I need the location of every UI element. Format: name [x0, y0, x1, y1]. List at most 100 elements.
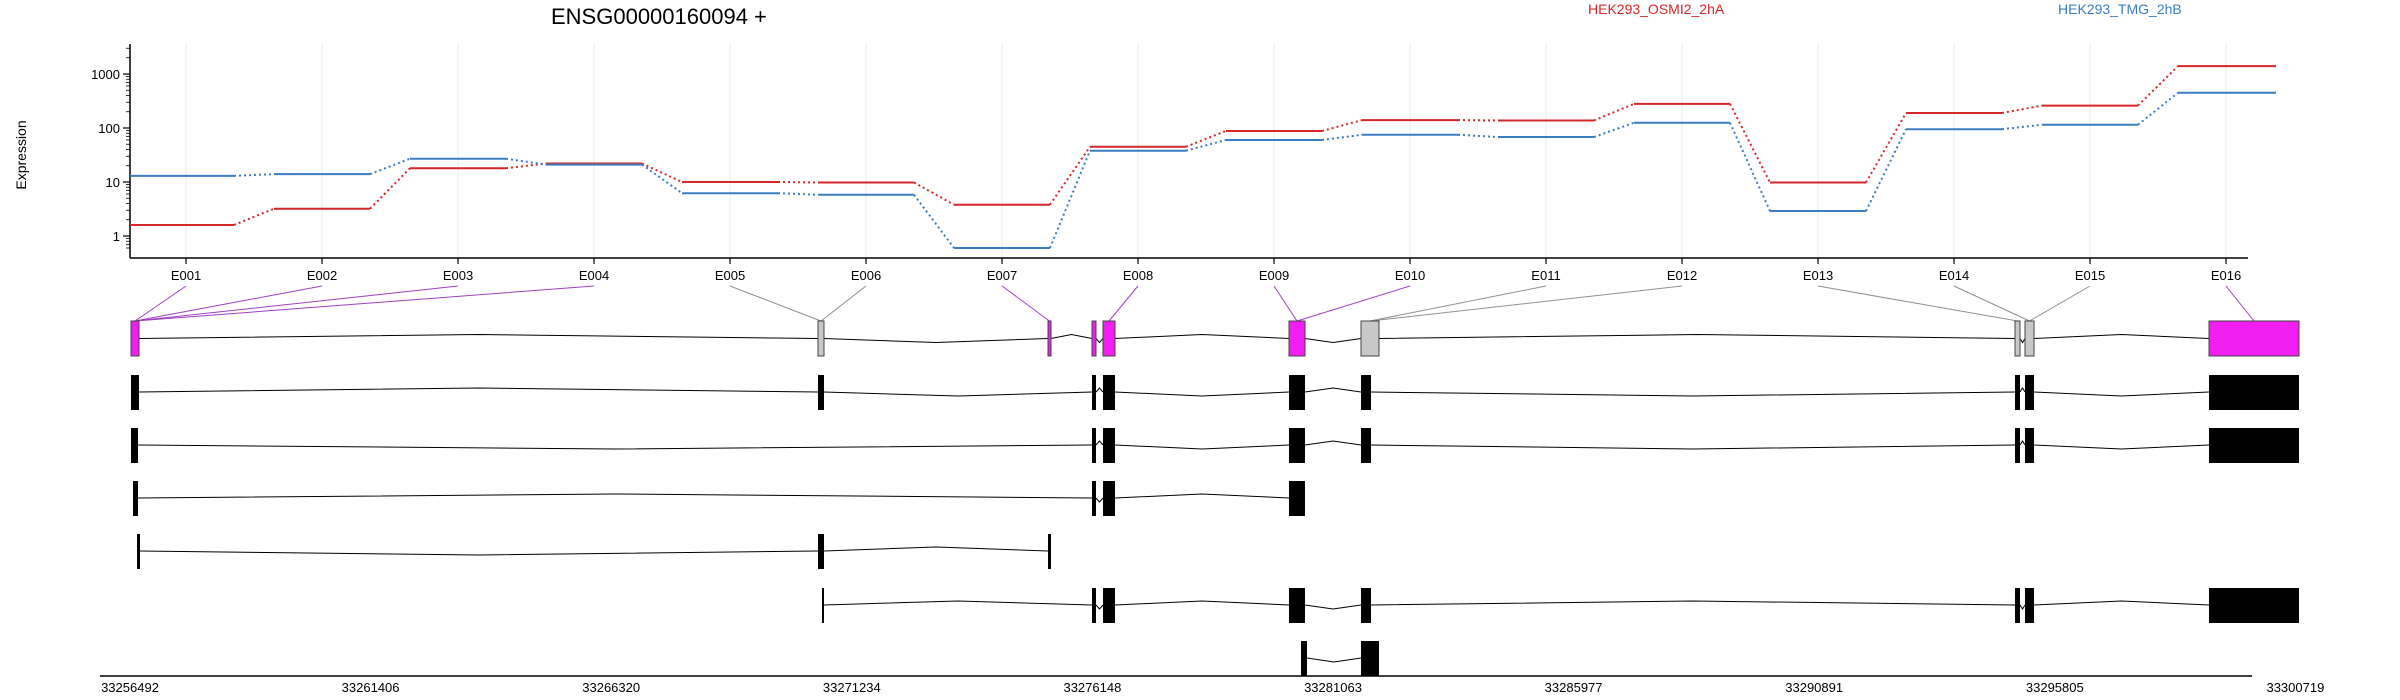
- intron-line: [2019, 338, 2026, 344]
- genomic-tick-label: 33285977: [1545, 680, 1603, 695]
- series-connector: [2001, 123, 2043, 131]
- transcript-exon: [1048, 534, 1051, 569]
- y-tick-label: 1000: [91, 67, 120, 82]
- transcript-exon: [133, 481, 138, 516]
- exon-connector: [134, 285, 187, 322]
- series-connector: [233, 207, 275, 226]
- transcript-intron: [1114, 600, 1290, 606]
- series-connector: [1593, 102, 1635, 122]
- series-connector: [2137, 65, 2179, 107]
- transcript-exon: [2025, 375, 2034, 410]
- series-connector: [1457, 133, 1499, 139]
- genomic-tick-label: 33271234: [823, 680, 881, 695]
- exon-block: [1047, 320, 1052, 357]
- x-tick-label: E004: [579, 268, 609, 283]
- x-tick-label: E001: [171, 268, 201, 283]
- series-connector: [1321, 133, 1363, 141]
- x-tick-label: E010: [1395, 268, 1425, 283]
- series-connector: [777, 192, 819, 196]
- transcript-intron: [1304, 387, 1362, 393]
- series-connector: [1049, 146, 1091, 206]
- transcript-intron: [1370, 391, 2016, 397]
- chart-title: ENSG00000160094 +: [551, 4, 767, 29]
- transcript-intron: [1370, 600, 2016, 606]
- genomic-tick-label: 33300719: [2266, 680, 2324, 695]
- x-tick-label: E016: [2211, 268, 2241, 283]
- transcript-intron: [2019, 604, 2026, 610]
- x-tick-label: E006: [851, 268, 881, 283]
- transcript-exon: [1103, 588, 1115, 623]
- exon-connector: [2029, 285, 2091, 322]
- intron-line: [1378, 333, 2016, 339]
- exon-connector: [1108, 285, 1139, 322]
- y-axis-label: Expression: [13, 120, 29, 189]
- exon-connector: [1273, 285, 1298, 322]
- exon-connector: [820, 285, 867, 322]
- series-connector: [505, 157, 547, 166]
- series-layer: [130, 65, 2276, 249]
- transcript-intron: [138, 387, 819, 393]
- x-tick-label: E007: [987, 268, 1017, 283]
- transcript-row: [131, 428, 2299, 463]
- transcript-exon: [2209, 428, 2299, 463]
- x-tick-label: E015: [2075, 268, 2105, 283]
- exon-connector: [134, 285, 595, 322]
- intron-line: [2033, 333, 2210, 339]
- series-connector: [2001, 104, 2043, 114]
- transcript-layer: [131, 375, 2299, 676]
- series-connector: [641, 162, 683, 183]
- exon-connector: [134, 285, 323, 322]
- series-connector: [1865, 112, 1907, 183]
- transcript-intron: [1306, 657, 1362, 663]
- transcript-exon: [1301, 641, 1307, 676]
- exon-block: [1091, 320, 1097, 357]
- exon-connector: [2225, 285, 2255, 322]
- series-osmi2: [130, 65, 2276, 226]
- genomic-tick-label: 33281063: [1304, 680, 1362, 695]
- exon-connector: [729, 285, 822, 322]
- transcript-exon: [1103, 375, 1115, 410]
- transcript-exon: [1289, 375, 1305, 410]
- x-tick-label: E011: [1531, 268, 1560, 283]
- transcript-intron: [1304, 604, 1362, 610]
- series-tmg: [130, 91, 2276, 249]
- y-tick-label: 10: [106, 175, 120, 190]
- transcript-exon: [1103, 428, 1115, 463]
- transcript-intron: [2033, 391, 2210, 397]
- series-connector: [641, 163, 683, 195]
- transcript-intron: [1095, 497, 1104, 503]
- transcript-intron: [2033, 444, 2210, 450]
- transcript-exon: [1289, 588, 1305, 623]
- intron-line: [138, 333, 819, 339]
- series-connector: [1049, 150, 1091, 249]
- intron-line: [1304, 338, 1362, 344]
- genomic-axis-layer: 33256492 33261406 33266320 33271234 33276148…: [100, 675, 2324, 695]
- exon-connector: [134, 285, 459, 322]
- x-tick-label: E013: [1803, 268, 1833, 283]
- transcript-row: [822, 588, 2299, 623]
- transcript-row: [131, 375, 2299, 410]
- transcript-exon: [1092, 375, 1096, 410]
- exon-connector: [1001, 285, 1050, 322]
- transcript-exon: [2025, 588, 2034, 623]
- transcript-exon: [1361, 588, 1371, 623]
- transcript-exon: [818, 375, 824, 410]
- transcript-intron: [1095, 440, 1104, 446]
- x-tick-label: E005: [715, 268, 745, 283]
- exon-connector: [1817, 285, 2018, 322]
- transcript-exon: [2025, 428, 2034, 463]
- series-connector: [1865, 128, 1907, 212]
- transcript-exon: [1289, 428, 1305, 463]
- series-connector: [1729, 103, 1771, 183]
- exon-block: [817, 320, 825, 357]
- transcript-exon: [1289, 481, 1305, 516]
- exon-connector: [1296, 285, 1411, 322]
- exon-block: [130, 320, 140, 357]
- transcript-exon: [1361, 375, 1371, 410]
- x-tick-label: E009: [1259, 268, 1289, 283]
- transcript-intron: [1370, 444, 2016, 450]
- exon-block: [2208, 320, 2300, 357]
- intron-line: [1050, 333, 1093, 339]
- transcript-exon: [137, 534, 140, 569]
